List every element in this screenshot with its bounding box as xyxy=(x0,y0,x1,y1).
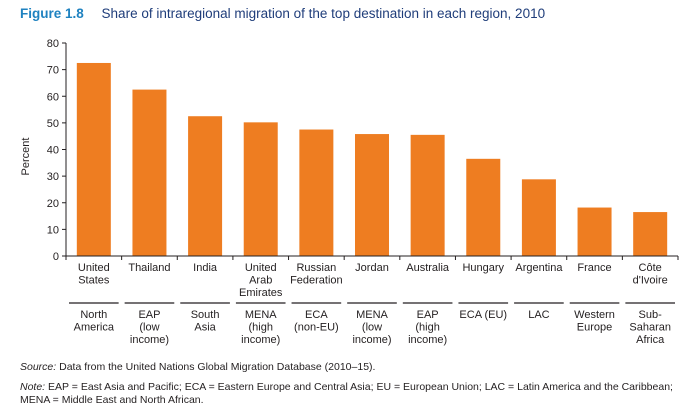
region-label: ECA (EU) xyxy=(459,309,507,321)
bar xyxy=(355,134,389,256)
bars xyxy=(76,62,668,256)
note-line-1: EAP = East Asia and Pacific; ECA = Easte… xyxy=(45,381,673,393)
source-text: Data from the United Nations Global Migr… xyxy=(56,361,376,373)
source-note: Source: Data from the United Nations Glo… xyxy=(20,361,375,373)
country-label: Thailand xyxy=(128,262,170,274)
region-label: ECA (non-EU) xyxy=(294,309,339,334)
note-label: Note: xyxy=(20,381,46,393)
bar xyxy=(521,179,556,256)
y-tick-label: 70 xyxy=(47,65,59,77)
region-label: MENA (high income) xyxy=(241,309,280,346)
country-label: Jordan xyxy=(355,262,389,274)
y-axis: 0 10 20 30 40 50 60 70 80 Percent xyxy=(20,38,67,263)
region-label: Sub-Saharan Africa xyxy=(629,309,671,346)
x-axis: United States Thailand India United Arab Emira… xyxy=(65,255,679,346)
y-tick-label: 20 xyxy=(47,198,59,210)
country-label: United States xyxy=(78,262,110,287)
country-label: United Arab Emirates xyxy=(239,262,283,299)
bar-chart: 0 10 20 30 40 50 60 70 80 Percent United States Tha… xyxy=(20,38,679,346)
region-label: Western Europe xyxy=(574,309,615,334)
region-label: EAP (high income) xyxy=(408,309,447,346)
y-tick-label: 0 xyxy=(53,251,59,263)
bar xyxy=(188,116,223,256)
region-label: MENA (low income) xyxy=(352,309,391,346)
country-label: India xyxy=(193,262,218,274)
bar xyxy=(410,134,445,256)
y-tick-label: 50 xyxy=(47,118,59,130)
region-label: EAP (low income) xyxy=(130,309,169,346)
y-tick-label: 10 xyxy=(47,224,59,236)
y-tick-label: 60 xyxy=(47,91,59,103)
abbreviation-note: Note: EAP = East Asia and Pacific; ECA =… xyxy=(20,381,673,407)
country-label: Russian Federation xyxy=(290,262,343,287)
bar xyxy=(243,122,278,256)
region-label: North America xyxy=(74,309,115,334)
bar xyxy=(633,212,668,256)
country-label: France xyxy=(577,262,611,274)
y-axis-label: Percent xyxy=(20,138,32,176)
source-label: Source: xyxy=(20,361,57,373)
figure-caption: Share of intraregional migration of the … xyxy=(101,6,546,21)
bar xyxy=(76,62,111,256)
country-label: Australia xyxy=(406,262,450,274)
y-tick-label: 80 xyxy=(47,38,59,50)
y-tick-label: 40 xyxy=(47,145,59,157)
country-label: Côte d'Ivoire xyxy=(633,262,668,287)
country-label: Argentina xyxy=(515,262,563,274)
bar xyxy=(466,158,501,256)
y-tick-label: 30 xyxy=(47,171,59,183)
region-label: LAC xyxy=(528,309,549,321)
figure-title: Figure 1.8 Share of intraregional migrat… xyxy=(20,6,545,21)
figure-label: Figure 1.8 xyxy=(20,6,84,21)
country-label: Hungary xyxy=(462,262,504,274)
bar xyxy=(132,89,167,256)
note-line-2: MENA = Middle East and North African. xyxy=(20,394,204,406)
bar xyxy=(577,207,612,256)
bar xyxy=(299,129,334,256)
region-label: South Asia xyxy=(191,309,220,334)
